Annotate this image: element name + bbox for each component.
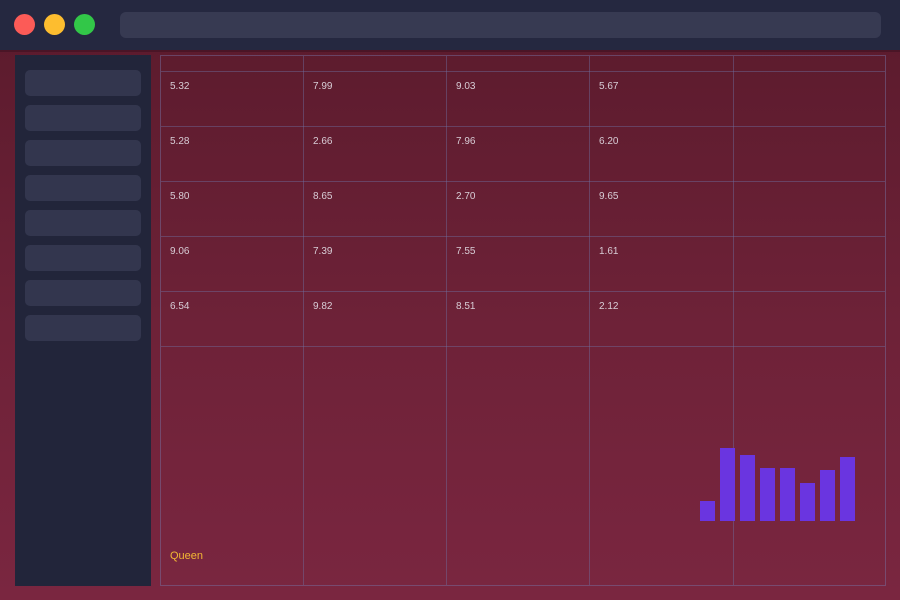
table-cell: 5.67 bbox=[599, 81, 619, 92]
table-cell: 6.54 bbox=[170, 301, 190, 312]
sidebar bbox=[15, 55, 151, 586]
chart-bar bbox=[780, 468, 795, 521]
chart-bar bbox=[740, 455, 755, 521]
sidebar-item-1[interactable] bbox=[25, 70, 141, 96]
table-cell: 7.96 bbox=[456, 136, 476, 147]
row-divider bbox=[161, 71, 885, 72]
sidebar-item-4[interactable] bbox=[25, 175, 141, 201]
sidebar-item-5[interactable] bbox=[25, 210, 141, 236]
column-divider bbox=[446, 56, 447, 585]
table-cell: 6.20 bbox=[599, 136, 619, 147]
chart-bar bbox=[820, 470, 835, 521]
window-titlebar bbox=[0, 0, 900, 52]
minimize-window-button[interactable] bbox=[44, 14, 65, 35]
row-divider bbox=[161, 291, 885, 292]
table-cell: 5.80 bbox=[170, 191, 190, 202]
table-cell: 1.61 bbox=[599, 246, 619, 257]
chart-bar bbox=[760, 468, 775, 521]
sidebar-item-8[interactable] bbox=[25, 315, 141, 341]
sidebar-item-6[interactable] bbox=[25, 245, 141, 271]
table-cell: 8.51 bbox=[456, 301, 476, 312]
sidebar-item-2[interactable] bbox=[25, 105, 141, 131]
table-cell: 5.32 bbox=[170, 81, 190, 92]
close-window-button[interactable] bbox=[14, 14, 35, 35]
table-cell: 5.28 bbox=[170, 136, 190, 147]
column-divider bbox=[733, 56, 734, 585]
row-divider bbox=[161, 236, 885, 237]
table-cell: 7.39 bbox=[313, 246, 333, 257]
row-divider bbox=[161, 181, 885, 182]
table-cell: 7.55 bbox=[456, 246, 476, 257]
table-cell: 7.99 bbox=[313, 81, 333, 92]
row-divider bbox=[161, 126, 885, 127]
sidebar-item-7[interactable] bbox=[25, 280, 141, 306]
table-cell: 2.70 bbox=[456, 191, 476, 202]
column-divider bbox=[589, 56, 590, 585]
table-cell: 9.06 bbox=[170, 246, 190, 257]
row-divider bbox=[161, 346, 885, 347]
table-cell: 8.65 bbox=[313, 191, 333, 202]
address-bar[interactable] bbox=[120, 12, 881, 38]
column-divider bbox=[303, 56, 304, 585]
sidebar-item-3[interactable] bbox=[25, 140, 141, 166]
table-cell: 2.12 bbox=[599, 301, 619, 312]
table-cell: 2.66 bbox=[313, 136, 333, 147]
chart-bar bbox=[700, 501, 715, 521]
chart-bar bbox=[720, 448, 735, 521]
table-cell: 9.82 bbox=[313, 301, 333, 312]
table-cell: 9.65 bbox=[599, 191, 619, 202]
data-table bbox=[160, 55, 886, 586]
maximize-window-button[interactable] bbox=[74, 14, 95, 35]
footer-label: Queen bbox=[170, 550, 204, 562]
chart-bar bbox=[800, 483, 815, 521]
chart-bar bbox=[840, 457, 855, 521]
table-cell: 9.03 bbox=[456, 81, 476, 92]
